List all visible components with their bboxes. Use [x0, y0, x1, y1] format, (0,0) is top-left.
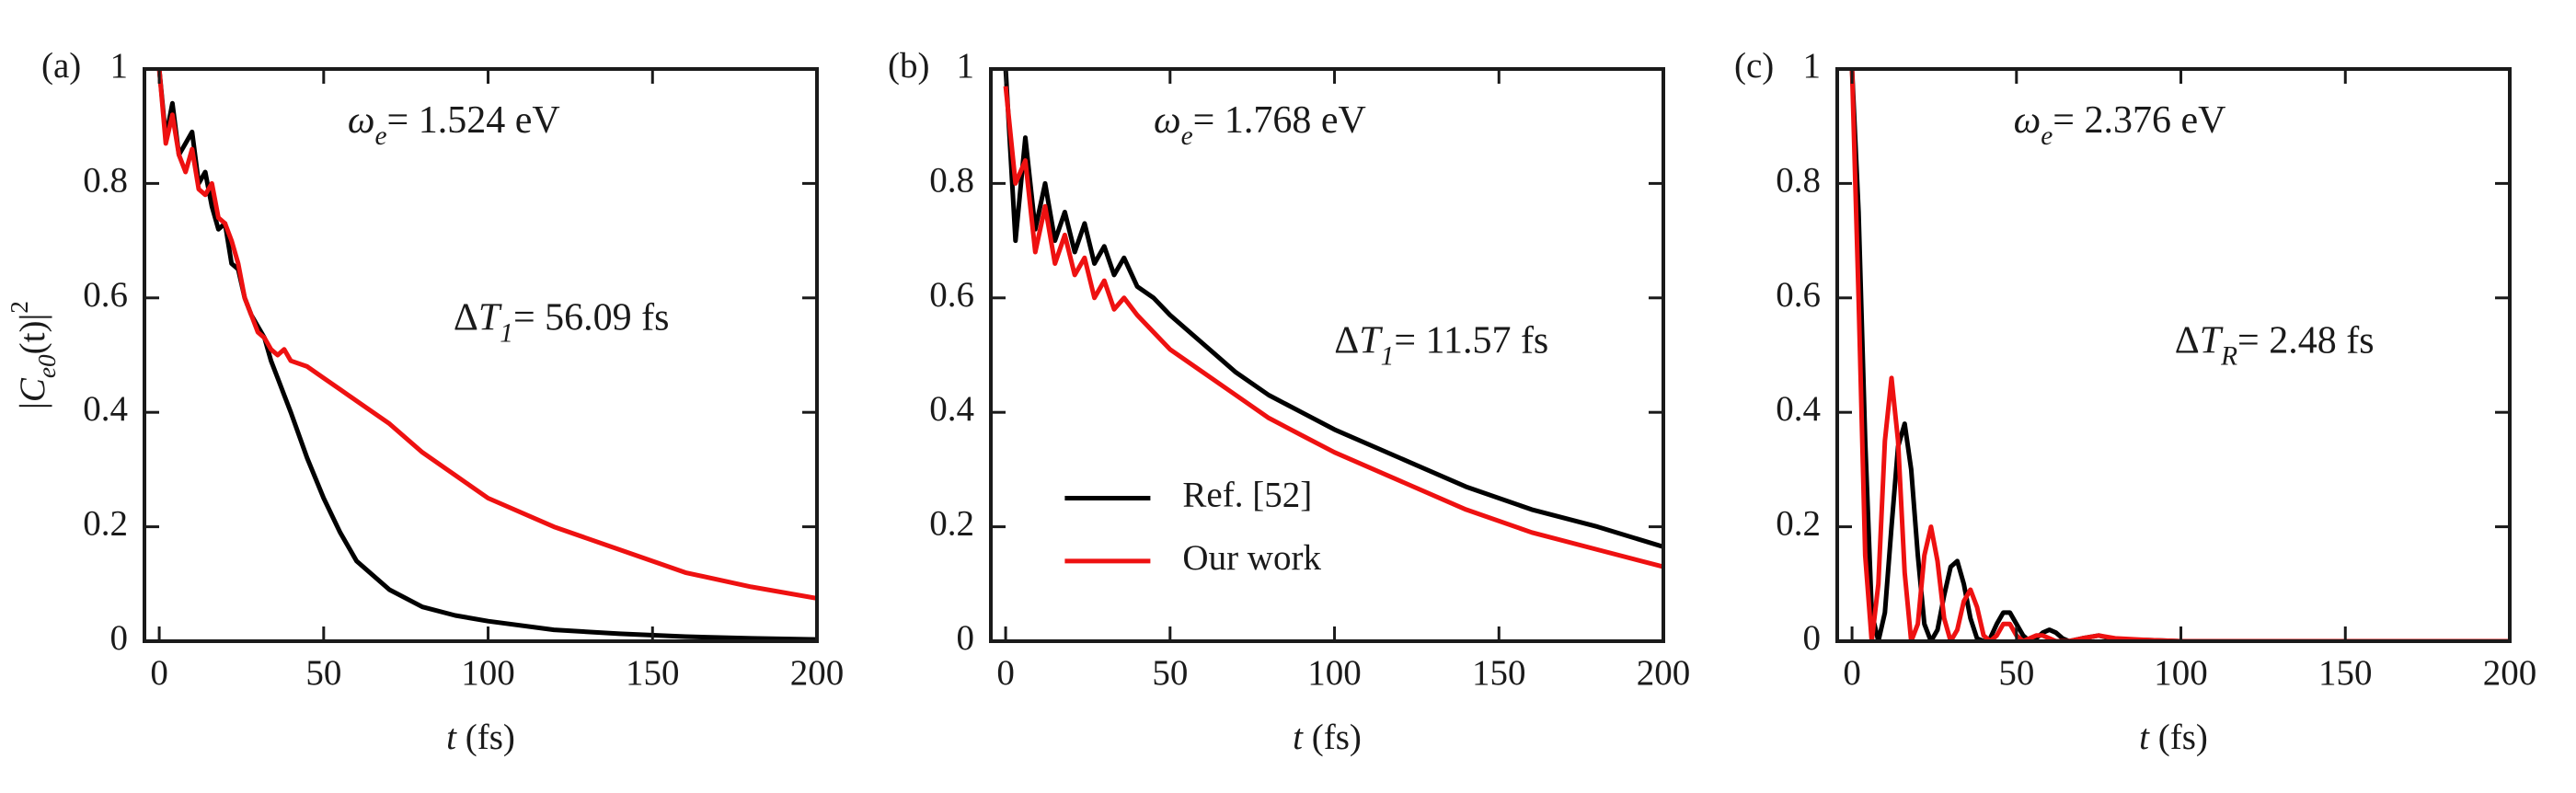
annotation: ωe= 2.376 eV: [2014, 99, 2226, 151]
annotation-part: e: [374, 121, 386, 151]
annotation-part: T: [2200, 319, 2224, 362]
annotation-part: e: [1181, 121, 1193, 151]
annotation: ΔT1= 56.09 fs: [454, 296, 670, 348]
x-axis-label-part: (fs): [1303, 718, 1362, 757]
panel-label: (b): [888, 46, 929, 86]
annotation-part: Δ: [2175, 319, 2200, 362]
y-tick-label: 0.4: [1776, 389, 1821, 429]
y-axis-label: |Ce0(t)|2: [6, 301, 61, 409]
x-axis-label-part: t: [446, 718, 457, 757]
x-axis-label-part: t: [1293, 718, 1304, 757]
annotation: ΔTR= 2.48 fs: [2175, 319, 2375, 371]
y-axis-label-part: e0: [33, 354, 61, 378]
panel-label: (a): [41, 46, 81, 86]
y-tick-label: 0.6: [83, 275, 128, 315]
annotation-part: = 2.48 fs: [2237, 319, 2375, 362]
x-tick-label: 0: [150, 653, 168, 693]
y-tick-label: 0.6: [1776, 275, 1821, 315]
x-tick-label: 150: [626, 653, 680, 693]
annotation-part: ω: [348, 99, 375, 142]
x-tick-label: 200: [2483, 653, 2537, 693]
y-tick-label: 0.2: [929, 504, 974, 544]
annotation-part: 1: [500, 318, 513, 348]
x-axis-label: t (fs): [1293, 718, 1362, 757]
annotation-part: = 1.768 eV: [1193, 99, 1366, 142]
x-tick-label: 0: [996, 653, 1015, 693]
y-tick-label: 0.8: [929, 160, 974, 200]
x-tick-label: 100: [1307, 653, 1362, 693]
x-axis-label-part: t: [2139, 718, 2150, 757]
annotation-part: R: [2220, 341, 2237, 371]
annotation-part: = 2.376 eV: [2053, 99, 2225, 142]
legend-label: Our work: [1182, 538, 1321, 578]
data-line: [1003, 86, 1663, 569]
x-tick-label: 0: [1843, 653, 1861, 693]
panel-label: (c): [1734, 46, 1774, 86]
annotation-part: ω: [1154, 99, 1181, 142]
annotation-part: ω: [2014, 99, 2041, 142]
x-tick-label: 50: [1998, 653, 2034, 693]
x-tick-label: 200: [790, 653, 845, 693]
annotation-part: T: [1359, 319, 1383, 362]
axes-frame: [1835, 67, 2512, 643]
x-tick-label: 150: [2318, 653, 2373, 693]
legend-label: Ref. [52]: [1182, 475, 1312, 514]
y-tick-label: 1: [110, 46, 129, 86]
y-tick-label: 1: [957, 46, 975, 86]
x-tick-label: 50: [1152, 653, 1188, 693]
y-tick-label: 0.4: [929, 389, 974, 429]
axes-frame: [989, 67, 1665, 643]
x-tick-label: 150: [1472, 653, 1526, 693]
annotation-part: Δ: [1334, 319, 1359, 362]
annotation-part: T: [478, 296, 502, 339]
y-tick-label: 0.2: [83, 504, 128, 544]
x-tick-label: 100: [461, 653, 515, 693]
y-axis-label-part: (t)|: [13, 314, 52, 355]
annotation-part: 1: [1381, 341, 1395, 371]
x-tick-label: 50: [305, 653, 341, 693]
y-tick-label: 0: [957, 618, 975, 658]
y-tick-label: 0.4: [83, 389, 128, 429]
data-line: [156, 69, 817, 641]
y-tick-label: 0.2: [1776, 504, 1821, 544]
x-axis-label-part: (fs): [456, 718, 515, 757]
axes-frame: [143, 67, 819, 643]
annotation: ωe= 1.768 eV: [1154, 99, 1366, 151]
x-axis-label-part: (fs): [2149, 718, 2208, 757]
x-axis-label: t (fs): [2139, 718, 2208, 757]
annotation-part: e: [2041, 121, 2053, 151]
data-line: [1003, 69, 1663, 549]
annotation-part: Δ: [454, 296, 478, 339]
x-tick-label: 100: [2154, 653, 2208, 693]
annotation-part: = 11.57 fs: [1394, 319, 1548, 362]
annotation: ωe= 1.524 eV: [348, 99, 560, 151]
y-tick-label: 1: [1803, 46, 1822, 86]
y-axis-label-part: C: [13, 377, 52, 402]
annotation: ΔT1= 11.57 fs: [1334, 319, 1548, 371]
annotation-part: = 1.524 eV: [387, 99, 560, 142]
y-tick-label: 0: [1803, 618, 1822, 658]
x-axis-label: t (fs): [446, 718, 515, 757]
data-line: [156, 69, 817, 601]
y-tick-label: 0.8: [83, 160, 128, 200]
y-axis-label-part: |: [13, 402, 52, 409]
y-tick-label: 0: [110, 618, 129, 658]
y-tick-label: 0.6: [929, 275, 974, 315]
x-tick-label: 200: [1637, 653, 1691, 693]
y-axis-label-part: 2: [6, 301, 33, 314]
annotation-part: = 56.09 fs: [513, 296, 670, 339]
y-tick-label: 0.8: [1776, 160, 1821, 200]
